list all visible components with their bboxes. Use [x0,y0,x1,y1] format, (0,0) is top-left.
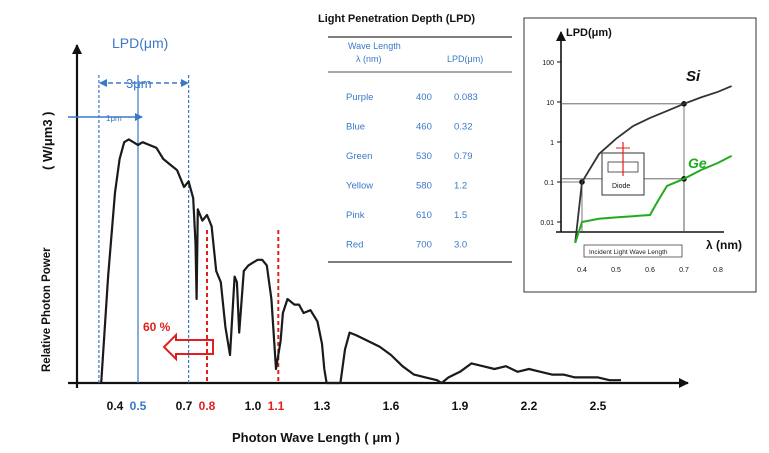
span-1um-label: 1μm [106,114,122,123]
table-cell-wavelength: 580 [416,181,432,192]
inset-y-tick-label: 1 [550,140,554,147]
x-tick-label: 0.7 [176,399,193,413]
main-chart: 0.4 0.5 0.7 0.8 1.0 1.1 1.3 1.6 1.9 2.2 2.5 LPD(μm… [40,35,689,445]
table-cell-wavelength: 400 [416,92,432,103]
table-cell-wavelength: 460 [416,122,432,133]
table-cell-lpd: 3.0 [454,240,467,251]
table-cell-lpd: 1.5 [454,210,467,221]
table-cell-wavelength: 700 [416,240,432,251]
si-label: Si [686,68,701,85]
si-curve [574,85,732,243]
x-tick-label: 1.1 [268,399,285,413]
x-tick-label: 0.8 [199,399,216,413]
x-tick-label: 1.3 [314,399,331,413]
inset-x-label: λ (nm) [706,238,742,252]
table-title: Light Penetration Depth (LPD) [318,13,475,25]
table-cell-wavelength: 610 [416,210,432,221]
sixty-percent-arrow [162,332,214,362]
inset-x-caption-box [583,244,683,258]
table-cell-color: Purple [346,92,373,103]
y-axis-label: Relative Photon Power [41,247,53,372]
table-cell-color: Blue [346,122,365,133]
x-tick-label: 2.5 [590,399,607,413]
x-tick-label: 1.6 [383,399,400,413]
table-header-lambda: λ (nm) [356,54,382,64]
table-rows: Purple 400 0.083 Blue 460 0.32 Green 530 0.79 Yel… [346,92,478,251]
table-header-lpd: LPD(μm) [447,54,483,64]
inset-x-tick-label: 0.7 [679,267,689,274]
diode-label: Diode [612,183,630,190]
inset-y-tick-label: 100 [542,60,554,67]
inset-y-tick-label: 0.01 [540,220,554,227]
inset-x-tick-label: 0.6 [645,267,655,274]
table-cell-color: Red [346,240,363,251]
table-cell-color: Green [346,151,372,162]
table-cell-lpd: 1.2 [454,181,467,192]
table-cell-lpd: 0.083 [454,92,478,103]
table-cell-color: Pink [346,210,365,221]
inset-y-label: LPD(μm) [566,27,612,39]
x-axis-label: Photon Wave Length ( μm ) [232,430,400,445]
inset-x-tick-label: 0.4 [577,267,587,274]
x-tick-label: 0.4 [107,399,124,413]
inset-frame [523,17,757,293]
inset-x-tick-label: 0.5 [611,267,621,274]
ge-label: Ge [688,155,707,171]
sixty-percent-label: 60 % [143,320,171,334]
inset-x-caption: Incident Light Wave Length [589,249,668,256]
y-axis-unit: ( W/μm3 ) [40,111,55,170]
diode-icon: Diode [601,142,645,196]
table-cell-lpd: 0.32 [454,122,473,133]
ge-curve [574,155,733,244]
inset-ticks: 100 10 1 0.1 0.01 0.4 0.5 0.6 0.7 0.8 [540,60,723,274]
inset-y-tick-label: 0.1 [544,180,554,187]
table-header-wavelength: Wave Length [348,41,401,51]
lpd-table: Light Penetration Depth (LPD) Wave Lengt… [318,13,512,263]
table-cell-wavelength: 530 [416,151,432,162]
lpd-label: LPD(μm) [112,35,168,51]
inset-chart: LPD(μm) λ (nm) Incident Light Wave Lengt… [523,17,757,293]
inset-y-tick-label: 10 [546,100,554,107]
inset-x-tick-label: 0.8 [713,267,723,274]
span-3um-label: 3μm [126,76,152,91]
x-tick-label: 0.5 [130,399,147,413]
guide-lines [98,75,280,383]
table-cell-lpd: 0.79 [454,151,473,162]
x-tick-label: 2.2 [521,399,538,413]
x-tick-label: 1.9 [452,399,469,413]
x-tick-label: 1.0 [245,399,262,413]
x-tick-labels: 0.4 0.5 0.7 0.8 1.0 1.1 1.3 1.6 1.9 2.2 2.5 [107,399,607,413]
photon-power-curve [100,138,621,385]
table-cell-color: Yellow [346,181,373,192]
